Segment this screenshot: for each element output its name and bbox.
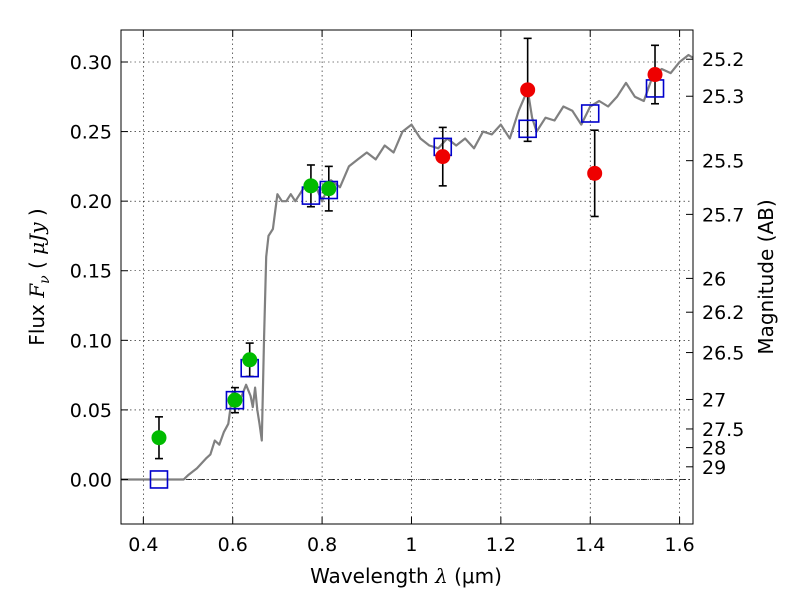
right-tick-label: 29 xyxy=(702,457,726,479)
right-tick-label: 27 xyxy=(702,389,726,411)
observed-point-green xyxy=(227,392,243,408)
right-axis-title: Magnitude (AB) xyxy=(754,199,778,354)
y-tick-label: 0.20 xyxy=(70,191,112,213)
model-photometry-square xyxy=(225,390,245,410)
right-tick-label: 26.5 xyxy=(702,343,744,365)
y-axis-ticks: 0.00 0.05 0.10 0.15 0.20 0.25 0.30 xyxy=(70,52,128,491)
right-tick-label: 25.2 xyxy=(702,49,744,71)
right-tick-label: 27.5 xyxy=(702,419,744,441)
x-tick-label: 0.8 xyxy=(307,534,337,556)
model-photometry-square xyxy=(518,119,537,139)
right-tick-label: 28 xyxy=(702,438,726,460)
observed-point-green xyxy=(242,352,258,368)
x-tick-label: 1.2 xyxy=(486,534,516,556)
y-tick-label: 0.00 xyxy=(70,469,112,491)
observed-point-red xyxy=(520,82,536,98)
x-axis-title: Wavelength λ (μm) xyxy=(310,564,502,588)
right-tick-label: 26.2 xyxy=(702,302,744,324)
observed-points xyxy=(151,67,663,446)
observed-point-green xyxy=(321,181,337,197)
model-photometry-square xyxy=(580,104,600,123)
plot-background xyxy=(121,30,693,524)
x-axis-ticks: 0.4 0.6 0.8 1 1.2 1.4 1.6 xyxy=(128,30,695,556)
right-tick-label: 25.5 xyxy=(702,151,744,173)
plot-frame xyxy=(120,29,694,525)
observed-point-green xyxy=(151,430,167,446)
observed-point-red xyxy=(587,165,603,181)
y-tick-label: 0.25 xyxy=(70,122,112,144)
observed-point-red xyxy=(647,67,663,83)
y-tick-label: 0.30 xyxy=(70,52,112,74)
model-photometry-square xyxy=(149,470,169,489)
right-tick-label: 25.3 xyxy=(702,86,744,108)
observed-point-green xyxy=(303,178,319,194)
right-tick-label: 26 xyxy=(702,268,726,290)
y-tick-label: 0.10 xyxy=(70,330,112,352)
x-tick-label: 1 xyxy=(405,534,417,556)
right-tick-label: 25.7 xyxy=(702,204,744,226)
x-tick-label: 1.6 xyxy=(664,534,694,556)
x-tick-label: 1.4 xyxy=(575,534,605,556)
y-tick-label: 0.15 xyxy=(70,261,112,283)
observed-point-red xyxy=(435,149,451,165)
x-tick-label: 0.6 xyxy=(218,534,248,556)
y-axis-title: Flux Fν ( μJy ) xyxy=(25,208,53,345)
x-tick-label: 0.4 xyxy=(128,534,158,556)
y-tick-label: 0.05 xyxy=(70,400,112,422)
